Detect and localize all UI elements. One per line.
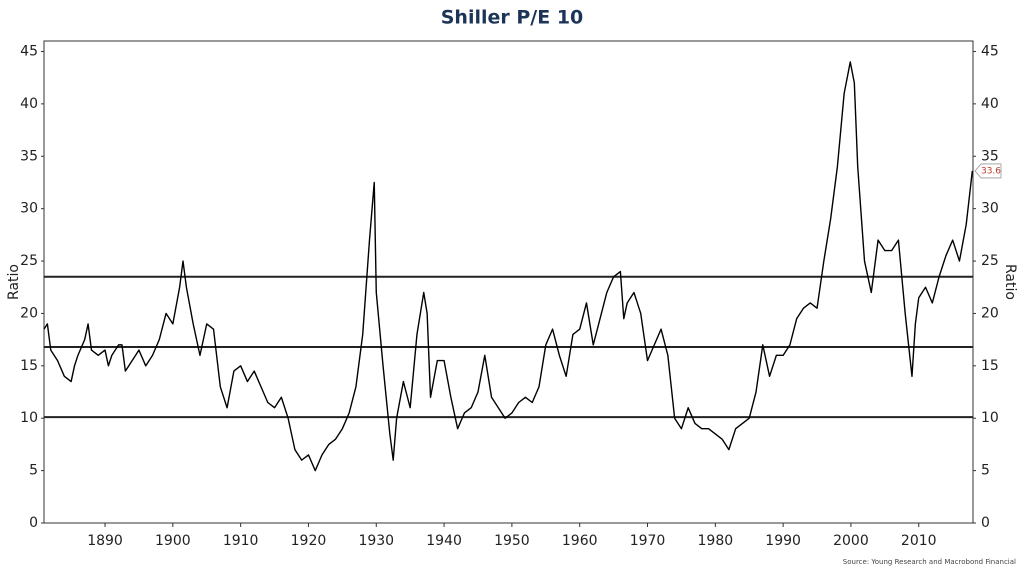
y2-tick-label: 0 xyxy=(981,515,990,531)
y2-axis-label: Ratio xyxy=(1002,264,1018,300)
x-tick-label: 1950 xyxy=(494,533,530,549)
y2-tick-label: 45 xyxy=(981,43,999,59)
y-axis-label: Ratio xyxy=(6,264,22,300)
y-tick-label: 15 xyxy=(20,358,38,374)
y-tick-label: 30 xyxy=(20,201,38,217)
x-tick-label: 1890 xyxy=(87,533,123,549)
x-tick-label: 1940 xyxy=(426,533,462,549)
y2-tick-label: 10 xyxy=(981,410,999,426)
y-tick-label: 25 xyxy=(20,253,38,269)
y2-tick-label: 40 xyxy=(981,96,999,112)
x-tick-label: 1980 xyxy=(698,533,734,549)
y2-tick-label: 15 xyxy=(981,358,999,374)
y2-tick-label: 5 xyxy=(981,463,990,479)
y-tick-label: 20 xyxy=(20,305,38,321)
x-tick-label: 1970 xyxy=(630,533,666,549)
plot-frame xyxy=(43,40,974,524)
source-note: Source: Young Research and Macrobond Fin… xyxy=(843,558,1016,566)
x-tick-label: 1920 xyxy=(291,533,327,549)
x-tick-label: 1960 xyxy=(562,533,598,549)
x-tick-label: 1910 xyxy=(223,533,259,549)
x-tick-label: 1990 xyxy=(765,533,801,549)
y-tick-label: 0 xyxy=(29,515,38,531)
x-tick-label: 1900 xyxy=(155,533,191,549)
chart-title: Shiller P/E 10 xyxy=(441,7,584,29)
y2-tick-label: 20 xyxy=(981,305,999,321)
y-tick-label: 40 xyxy=(20,96,38,112)
y2-tick-label: 25 xyxy=(981,253,999,269)
y-tick-label: 5 xyxy=(29,463,38,479)
x-tick-label: 2000 xyxy=(833,533,869,549)
y-tick-label: 45 xyxy=(20,43,38,59)
y-tick-label: 35 xyxy=(20,148,38,164)
x-tick-label: 1930 xyxy=(358,533,394,549)
y-tick-label: 10 xyxy=(20,410,38,426)
y2-tick-label: 30 xyxy=(981,201,999,217)
annotation-label: 33.6 xyxy=(981,166,1001,176)
y2-tick-label: 35 xyxy=(981,148,999,164)
x-tick-label: 2010 xyxy=(901,533,937,549)
annotation-box xyxy=(974,163,1002,179)
data-line xyxy=(43,61,974,472)
